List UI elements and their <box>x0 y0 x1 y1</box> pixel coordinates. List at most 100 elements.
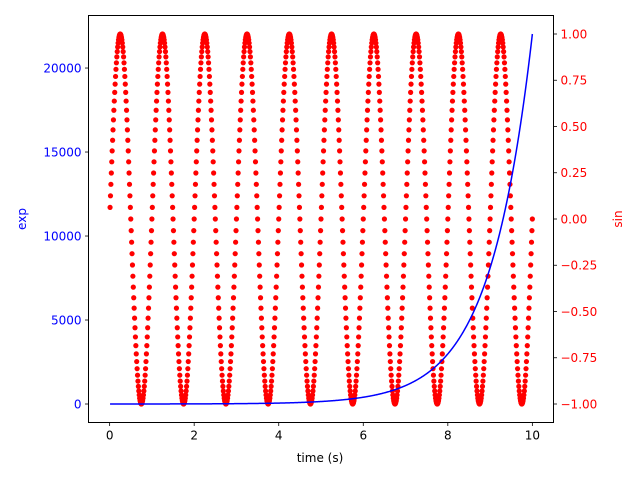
sin-point <box>216 315 222 321</box>
sin-point <box>482 351 488 357</box>
sin-point <box>283 49 289 55</box>
sin-point <box>469 305 475 311</box>
sin-point <box>468 284 475 290</box>
sin-point <box>345 366 352 372</box>
sin-point <box>262 378 268 384</box>
sin-point <box>235 170 241 176</box>
sin-point <box>281 81 287 87</box>
sin-point <box>339 204 345 210</box>
sin-point <box>446 170 453 176</box>
sin-point <box>204 44 210 50</box>
sin-point <box>134 358 140 365</box>
sin-point <box>431 378 437 384</box>
sin-point <box>325 54 331 60</box>
sin-point <box>493 66 500 72</box>
sin-point <box>405 137 412 143</box>
sin-point <box>167 137 173 143</box>
sin-point <box>461 89 467 95</box>
sin-point <box>114 49 120 55</box>
sin-point <box>259 334 265 340</box>
sin-point <box>231 284 237 290</box>
sin-point <box>437 383 443 389</box>
sin-point <box>440 334 446 340</box>
sin-point <box>144 343 150 349</box>
sin-point <box>267 392 273 398</box>
sin-point <box>294 148 300 154</box>
sin-point <box>364 127 370 133</box>
sin-point <box>405 148 411 154</box>
sin-point <box>335 107 341 113</box>
sin-point <box>355 351 361 357</box>
sin-point <box>301 315 307 321</box>
sin-point <box>421 159 428 165</box>
sin-point <box>415 40 421 46</box>
right-tick-label: 0.25 <box>561 166 588 180</box>
sin-point <box>500 40 506 46</box>
sin-point <box>464 159 470 165</box>
sin-point <box>506 148 512 154</box>
sin-point <box>241 54 247 60</box>
sin-point <box>419 98 425 104</box>
sin-point <box>442 284 448 290</box>
sin-point <box>527 273 533 279</box>
sin-point <box>173 305 180 311</box>
sin-point <box>398 325 404 331</box>
sin-point <box>488 193 494 199</box>
sin-point <box>357 295 363 301</box>
sin-point <box>428 334 434 340</box>
sin-point <box>528 262 534 268</box>
sin-point <box>440 325 447 331</box>
sin-point <box>523 366 529 372</box>
sin-point <box>110 127 116 133</box>
sin-point <box>130 273 136 279</box>
sin-point <box>466 228 472 234</box>
sin-point <box>317 228 324 234</box>
sin-point <box>227 366 233 372</box>
sin-point <box>452 54 458 60</box>
sin-point <box>303 358 309 365</box>
sin-point <box>522 383 528 389</box>
sin-point <box>346 378 352 384</box>
sin-point <box>506 170 513 176</box>
sin-point <box>210 159 216 165</box>
sin-point <box>447 148 453 154</box>
sin-point <box>232 262 238 268</box>
sin-point <box>254 216 261 222</box>
sin-point <box>506 159 512 165</box>
sin-point <box>473 372 479 378</box>
sin-point <box>427 295 433 301</box>
sin-point <box>374 49 380 55</box>
sin-point <box>109 148 115 154</box>
right-tick-label: −0.50 <box>561 305 598 319</box>
sin-point <box>480 372 486 378</box>
sin-point <box>311 372 317 378</box>
sin-point <box>340 239 346 245</box>
sin-point <box>164 81 171 87</box>
x-tick-label: 10 <box>525 429 540 443</box>
sin-point <box>432 388 438 394</box>
sin-point <box>161 40 168 46</box>
right-y-axis: −1.00 −0.75 −0.50 −0.25 0.00 0.25 0.50 0.75 1.00 <box>553 27 598 411</box>
sin-point <box>257 273 263 279</box>
sin-point <box>384 295 390 301</box>
sin-point <box>151 170 157 176</box>
sin-point <box>377 107 383 113</box>
sin-point <box>340 251 346 257</box>
sin-point <box>528 251 534 257</box>
sin-point <box>521 388 527 394</box>
sin-point <box>314 325 320 331</box>
sin-point <box>188 305 194 311</box>
sin-point <box>453 44 459 50</box>
sin-point <box>178 388 184 394</box>
sin-point <box>341 273 347 279</box>
sin-point <box>154 81 160 87</box>
sin-point <box>444 228 450 234</box>
sin-point <box>317 251 323 257</box>
sin-point <box>343 315 349 321</box>
sin-point <box>146 295 152 301</box>
sin-point <box>226 378 232 384</box>
sin-point <box>302 351 308 357</box>
sin-point <box>292 89 298 95</box>
sin-point <box>460 81 467 87</box>
sin-point <box>185 366 191 372</box>
